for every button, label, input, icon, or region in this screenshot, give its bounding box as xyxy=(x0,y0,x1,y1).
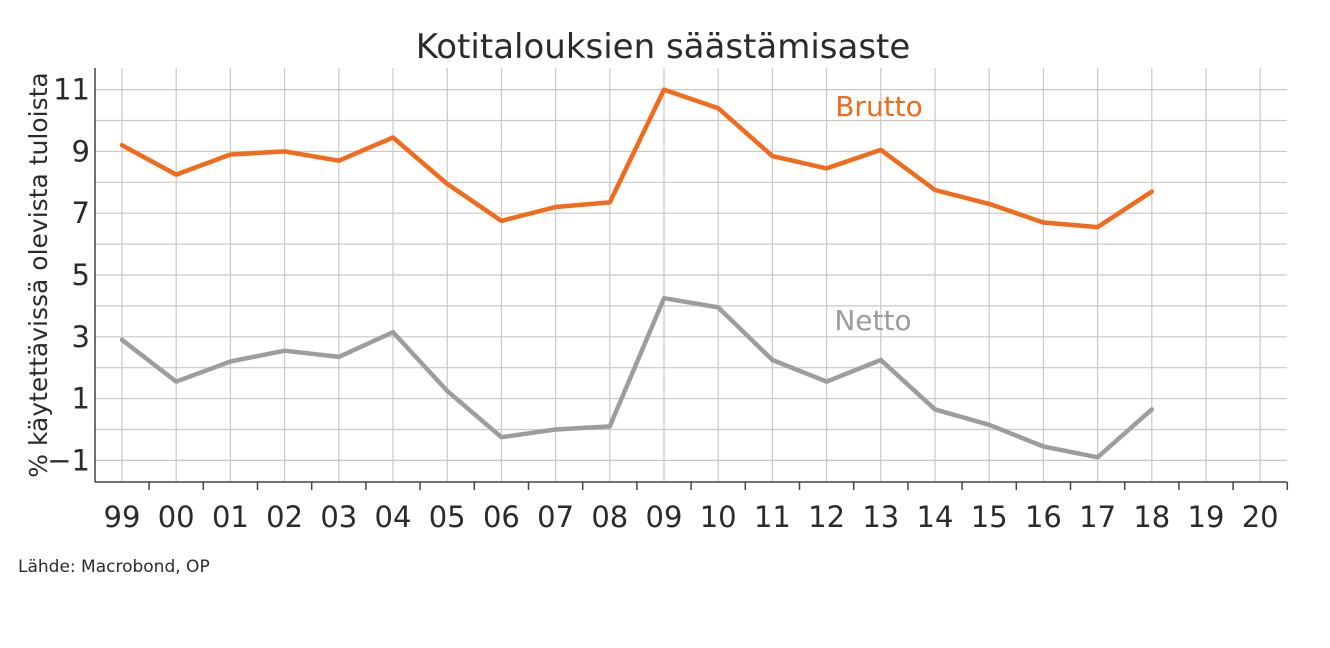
y-tick-label: 9 xyxy=(72,134,90,168)
x-tick-label: 20 xyxy=(1242,500,1279,534)
x-tick-label: 05 xyxy=(429,500,466,534)
x-tick-label: 04 xyxy=(375,500,412,534)
x-tick-label: 09 xyxy=(646,500,683,534)
x-tick-label: 06 xyxy=(483,500,520,534)
x-tick-label: 08 xyxy=(591,500,628,534)
x-tick-label: 12 xyxy=(808,500,845,534)
grid-layer xyxy=(95,68,1287,482)
series-line-netto xyxy=(119,295,1155,460)
y-axis-label: % käytettävissä olevista tuloista xyxy=(24,72,53,477)
x-tick-label: 15 xyxy=(971,500,1008,534)
x-tick-label: 02 xyxy=(266,500,303,534)
series-label-netto: Netto xyxy=(834,304,911,337)
y-tick-label: 7 xyxy=(72,196,90,230)
x-tick-label: 16 xyxy=(1025,500,1062,534)
chart-title: Kotitalouksien säästämisaste xyxy=(416,27,911,67)
x-tick-label: 00 xyxy=(158,500,195,534)
x-tick-label: 14 xyxy=(917,500,954,534)
axis-layer xyxy=(94,68,1289,490)
x-tick-label: 99 xyxy=(104,500,141,534)
x-tick-label: 03 xyxy=(320,500,357,534)
x-tick-label: 18 xyxy=(1133,500,1170,534)
x-tick-label: 01 xyxy=(212,500,249,534)
y-tick-label: 5 xyxy=(72,258,90,292)
x-tick-label: 07 xyxy=(537,500,574,534)
series-layer xyxy=(119,87,1155,460)
x-tick-label: 17 xyxy=(1079,500,1116,534)
x-tick-label: 19 xyxy=(1188,500,1225,534)
series-line-brutto xyxy=(119,87,1155,230)
y-tick-label: 1 xyxy=(72,382,90,416)
source-note: Lähde: Macrobond, OP xyxy=(18,557,210,577)
series-label-brutto: Brutto xyxy=(835,90,923,123)
y-tick-label: 3 xyxy=(72,320,90,354)
x-tick-label: 10 xyxy=(700,500,737,534)
y-tick-label: −1 xyxy=(47,443,90,477)
y-tick-label: 11 xyxy=(53,73,90,107)
x-tick-label: 11 xyxy=(754,500,791,534)
x-tick-label: 13 xyxy=(862,500,899,534)
